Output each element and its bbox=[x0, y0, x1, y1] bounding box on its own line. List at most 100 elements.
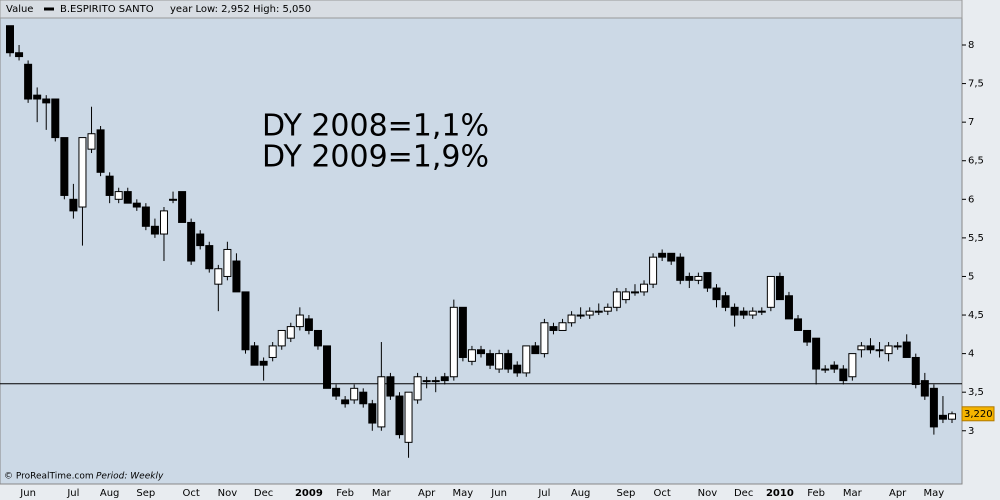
candle-body bbox=[132, 202, 141, 208]
x-tick-label: Nov bbox=[698, 488, 718, 499]
x-tick-label: 2009 bbox=[295, 488, 323, 499]
candle-body bbox=[150, 225, 159, 235]
candle-body bbox=[630, 291, 639, 294]
candle-body bbox=[911, 356, 920, 385]
candle-body bbox=[159, 210, 168, 235]
x-tick-label: Sep bbox=[616, 488, 635, 499]
y-tick-label: 8 bbox=[968, 40, 974, 51]
candle-body bbox=[884, 345, 893, 355]
x-tick-label: Feb bbox=[807, 488, 825, 499]
candle-body bbox=[96, 129, 105, 173]
y-tick-label: 5 bbox=[968, 271, 974, 282]
candle-body bbox=[295, 314, 304, 328]
candle-body bbox=[395, 395, 404, 436]
candle-body bbox=[603, 306, 612, 312]
x-tick-label: Mar bbox=[843, 488, 863, 499]
candle-body bbox=[676, 256, 685, 281]
candle-body bbox=[621, 291, 630, 301]
candle-body bbox=[893, 345, 902, 348]
candle-body bbox=[15, 52, 24, 58]
y-tick-label: 6,5 bbox=[968, 156, 984, 167]
candle-body bbox=[205, 245, 214, 270]
x-tick-label: Sep bbox=[136, 488, 155, 499]
candle-body bbox=[948, 413, 956, 420]
y-tick-label: 7 bbox=[968, 117, 974, 128]
x-tick-label: Aug bbox=[571, 488, 591, 499]
y-tick-label: 3,5 bbox=[968, 387, 984, 398]
candle-body bbox=[803, 329, 812, 343]
x-tick-label: Dec bbox=[734, 488, 753, 499]
candle-body bbox=[42, 98, 51, 104]
y-tick-label: 4,5 bbox=[968, 310, 984, 321]
x-tick-label: Dec bbox=[254, 488, 273, 499]
candle-body bbox=[69, 198, 78, 212]
x-tick-label: Oct bbox=[183, 488, 200, 499]
candle-body bbox=[187, 221, 196, 262]
candle-body bbox=[649, 256, 658, 285]
candle-body bbox=[368, 403, 377, 424]
candle-body bbox=[449, 306, 458, 378]
y-tick-label: 7,5 bbox=[968, 79, 984, 90]
header-bar bbox=[0, 0, 963, 19]
y-tick-label: 3 bbox=[968, 426, 974, 437]
x-tick-label: May bbox=[453, 488, 474, 499]
candle-body bbox=[377, 376, 386, 428]
candle-body bbox=[60, 137, 69, 196]
candle-body bbox=[540, 322, 549, 355]
candle-body bbox=[839, 368, 848, 382]
candle-body bbox=[259, 360, 268, 366]
candle-body bbox=[422, 380, 431, 383]
plot-area bbox=[0, 17, 963, 485]
x-tick-label: May bbox=[924, 488, 945, 499]
candle-body bbox=[332, 387, 341, 397]
y-tick-label: 6 bbox=[968, 194, 974, 205]
candle-body bbox=[178, 191, 187, 223]
candle-body bbox=[775, 275, 784, 301]
candle-body bbox=[848, 353, 857, 378]
candle-body bbox=[486, 353, 495, 366]
candle-body bbox=[223, 248, 232, 277]
candle-body bbox=[667, 252, 676, 262]
candle-body bbox=[658, 252, 667, 258]
candle-body bbox=[721, 295, 730, 308]
x-tick-label: Nov bbox=[218, 488, 238, 499]
candle-body bbox=[196, 233, 205, 247]
x-tick-label: Feb bbox=[336, 488, 354, 499]
candle-body bbox=[504, 353, 513, 370]
x-tick-label: Jun bbox=[19, 488, 36, 499]
candle-body bbox=[467, 349, 476, 362]
candle-body bbox=[857, 345, 866, 351]
x-tick-label: Mar bbox=[372, 488, 392, 499]
candle-body bbox=[341, 399, 350, 405]
candle-body bbox=[531, 345, 540, 355]
candle-body bbox=[169, 198, 178, 201]
header-subtitle: year Low: 2,952 High: 5,050 bbox=[170, 4, 311, 15]
candle-body bbox=[830, 364, 839, 370]
candle-body bbox=[286, 326, 295, 339]
candle-body bbox=[585, 310, 594, 316]
candle-body bbox=[938, 414, 947, 420]
y-tick-label: 5,5 bbox=[968, 233, 984, 244]
candle-body bbox=[712, 287, 721, 301]
candle-body bbox=[821, 368, 830, 371]
candle-body bbox=[594, 310, 603, 313]
candle-body bbox=[386, 376, 395, 397]
x-tick-label: Oct bbox=[654, 488, 671, 499]
candle-body bbox=[875, 349, 884, 352]
candle-body bbox=[232, 260, 241, 293]
candle-body bbox=[612, 291, 621, 308]
candle-body bbox=[359, 391, 368, 405]
candle-body bbox=[929, 387, 938, 428]
candle-body bbox=[51, 98, 60, 139]
candle-body bbox=[576, 314, 585, 317]
candle-body bbox=[549, 326, 558, 331]
candle-body bbox=[784, 295, 793, 320]
header-title: B.ESPIRITO SANTO bbox=[60, 4, 154, 15]
annotation: DY 2009=1,9% bbox=[262, 140, 489, 175]
x-tick-label: Aug bbox=[100, 488, 120, 499]
candle-body bbox=[141, 206, 150, 227]
x-tick-label: Jul bbox=[537, 488, 550, 499]
candle-body bbox=[250, 345, 259, 366]
header-label: Value bbox=[6, 4, 33, 15]
